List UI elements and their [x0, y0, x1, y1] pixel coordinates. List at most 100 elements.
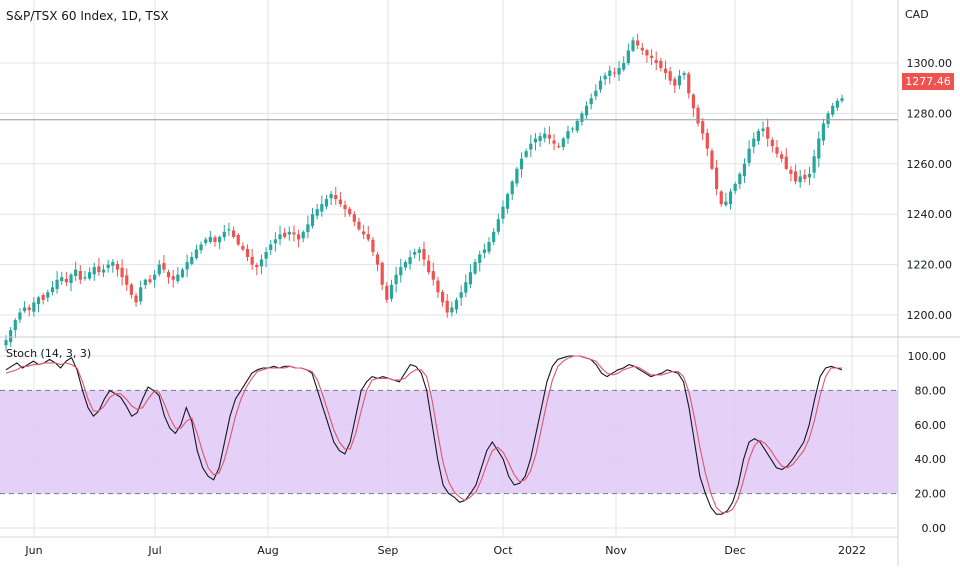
candle[interactable] [92, 262, 96, 281]
candle[interactable] [301, 230, 305, 243]
candle[interactable] [190, 252, 194, 266]
candle[interactable] [55, 271, 59, 294]
candle[interactable] [64, 271, 68, 287]
candle[interactable] [696, 104, 700, 127]
candle[interactable] [440, 289, 445, 307]
candle[interactable] [821, 118, 826, 146]
candle[interactable] [245, 244, 250, 262]
candle[interactable] [343, 200, 347, 218]
candle[interactable] [724, 192, 728, 207]
candle[interactable] [677, 69, 682, 90]
candle[interactable] [761, 121, 765, 137]
candle[interactable] [194, 244, 199, 260]
candle[interactable] [408, 250, 412, 270]
candle[interactable] [640, 42, 644, 56]
candle[interactable] [524, 148, 528, 159]
candle[interactable] [835, 98, 839, 111]
candle[interactable] [78, 265, 82, 285]
candle[interactable] [222, 224, 226, 241]
candle[interactable] [394, 266, 398, 293]
candle[interactable] [213, 235, 217, 247]
candle[interactable] [166, 269, 171, 284]
candle[interactable] [101, 264, 106, 278]
candle[interactable] [566, 125, 570, 144]
candle[interactable] [106, 259, 110, 273]
candle[interactable] [580, 111, 584, 126]
candle[interactable] [733, 181, 737, 195]
candle[interactable] [241, 242, 245, 251]
candle[interactable] [36, 295, 41, 313]
candle[interactable] [120, 259, 124, 286]
candle[interactable] [148, 274, 152, 285]
candle[interactable] [608, 65, 612, 84]
candle[interactable] [515, 166, 519, 188]
candle[interactable] [807, 166, 812, 185]
candle[interactable] [766, 118, 770, 147]
candle[interactable] [603, 72, 607, 86]
candle[interactable] [204, 237, 208, 246]
candle[interactable] [334, 186, 338, 205]
candle[interactable] [817, 131, 821, 168]
candle[interactable] [506, 192, 510, 214]
candle[interactable] [742, 158, 747, 183]
candle[interactable] [710, 148, 714, 171]
candle[interactable] [13, 318, 17, 338]
candle[interactable] [176, 267, 180, 284]
candle[interactable] [487, 237, 491, 255]
indicator-title[interactable]: Stoch (14, 3, 3) [6, 347, 92, 360]
symbol-title[interactable]: S&P/TSX 60 Index, 1D, TSX [6, 9, 169, 23]
stoch-axis[interactable]: 100.00 80.00 60.00 40.00 20.00 0.00 [908, 350, 947, 535]
candle[interactable] [413, 248, 417, 259]
candle[interactable] [705, 128, 709, 157]
candle[interactable] [153, 269, 157, 288]
candle[interactable] [431, 262, 435, 286]
candle[interactable] [389, 279, 394, 302]
candle[interactable] [50, 280, 55, 296]
candle[interactable] [775, 139, 779, 158]
candle[interactable] [728, 188, 733, 210]
candle[interactable] [283, 228, 287, 239]
candle[interactable] [348, 206, 352, 217]
candle[interactable] [115, 260, 120, 277]
candle[interactable] [529, 134, 533, 158]
candle[interactable] [208, 230, 212, 244]
candle[interactable] [649, 49, 654, 66]
candle[interactable] [278, 225, 282, 246]
candle[interactable] [575, 118, 579, 134]
candle[interactable] [227, 222, 231, 236]
candle[interactable] [231, 226, 236, 239]
candle[interactable] [41, 292, 45, 305]
candle[interactable] [22, 301, 27, 313]
candle[interactable] [789, 166, 793, 182]
candle[interactable] [784, 148, 788, 171]
candle[interactable] [403, 260, 408, 271]
candle[interactable] [478, 250, 482, 272]
candle[interactable] [464, 274, 468, 298]
candle[interactable] [557, 142, 561, 149]
candle[interactable] [46, 289, 50, 303]
candle[interactable] [719, 190, 723, 207]
candle[interactable] [492, 228, 496, 246]
candle[interactable] [571, 126, 575, 133]
candle[interactable] [74, 261, 78, 281]
candle[interactable] [306, 215, 310, 239]
candle[interactable] [199, 241, 203, 254]
candle[interactable] [287, 226, 291, 241]
candle[interactable] [450, 301, 454, 317]
candle[interactable] [111, 259, 115, 273]
candle[interactable] [171, 269, 175, 288]
candle[interactable] [88, 267, 92, 281]
candle[interactable] [798, 169, 802, 188]
candle[interactable] [445, 293, 449, 318]
candle[interactable] [654, 51, 658, 71]
candle[interactable] [250, 248, 254, 270]
candle[interactable] [60, 271, 64, 285]
candle[interactable] [715, 159, 719, 196]
candle[interactable] [399, 258, 403, 283]
candle[interactable] [496, 213, 500, 235]
candle[interactable] [139, 280, 143, 305]
candle[interactable] [701, 118, 705, 141]
candle[interactable] [4, 335, 8, 351]
candle[interactable] [682, 71, 686, 80]
